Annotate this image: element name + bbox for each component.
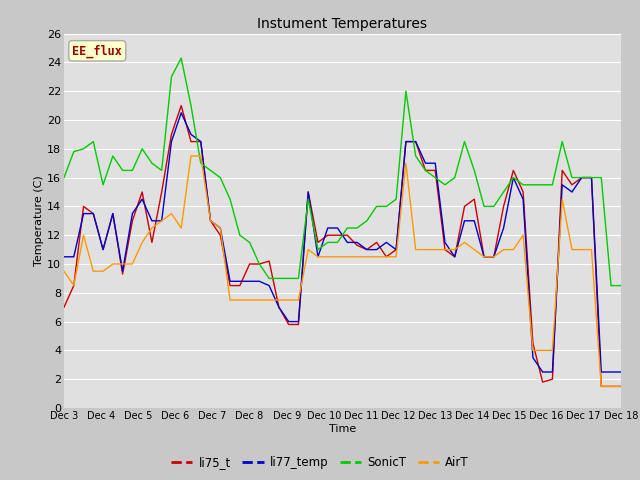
Y-axis label: Temperature (C): Temperature (C) — [34, 175, 44, 266]
X-axis label: Time: Time — [329, 423, 356, 433]
Text: EE_flux: EE_flux — [72, 44, 122, 58]
Title: Instument Temperatures: Instument Temperatures — [257, 17, 428, 31]
Legend: li75_t, li77_temp, SonicT, AirT: li75_t, li77_temp, SonicT, AirT — [166, 452, 474, 474]
